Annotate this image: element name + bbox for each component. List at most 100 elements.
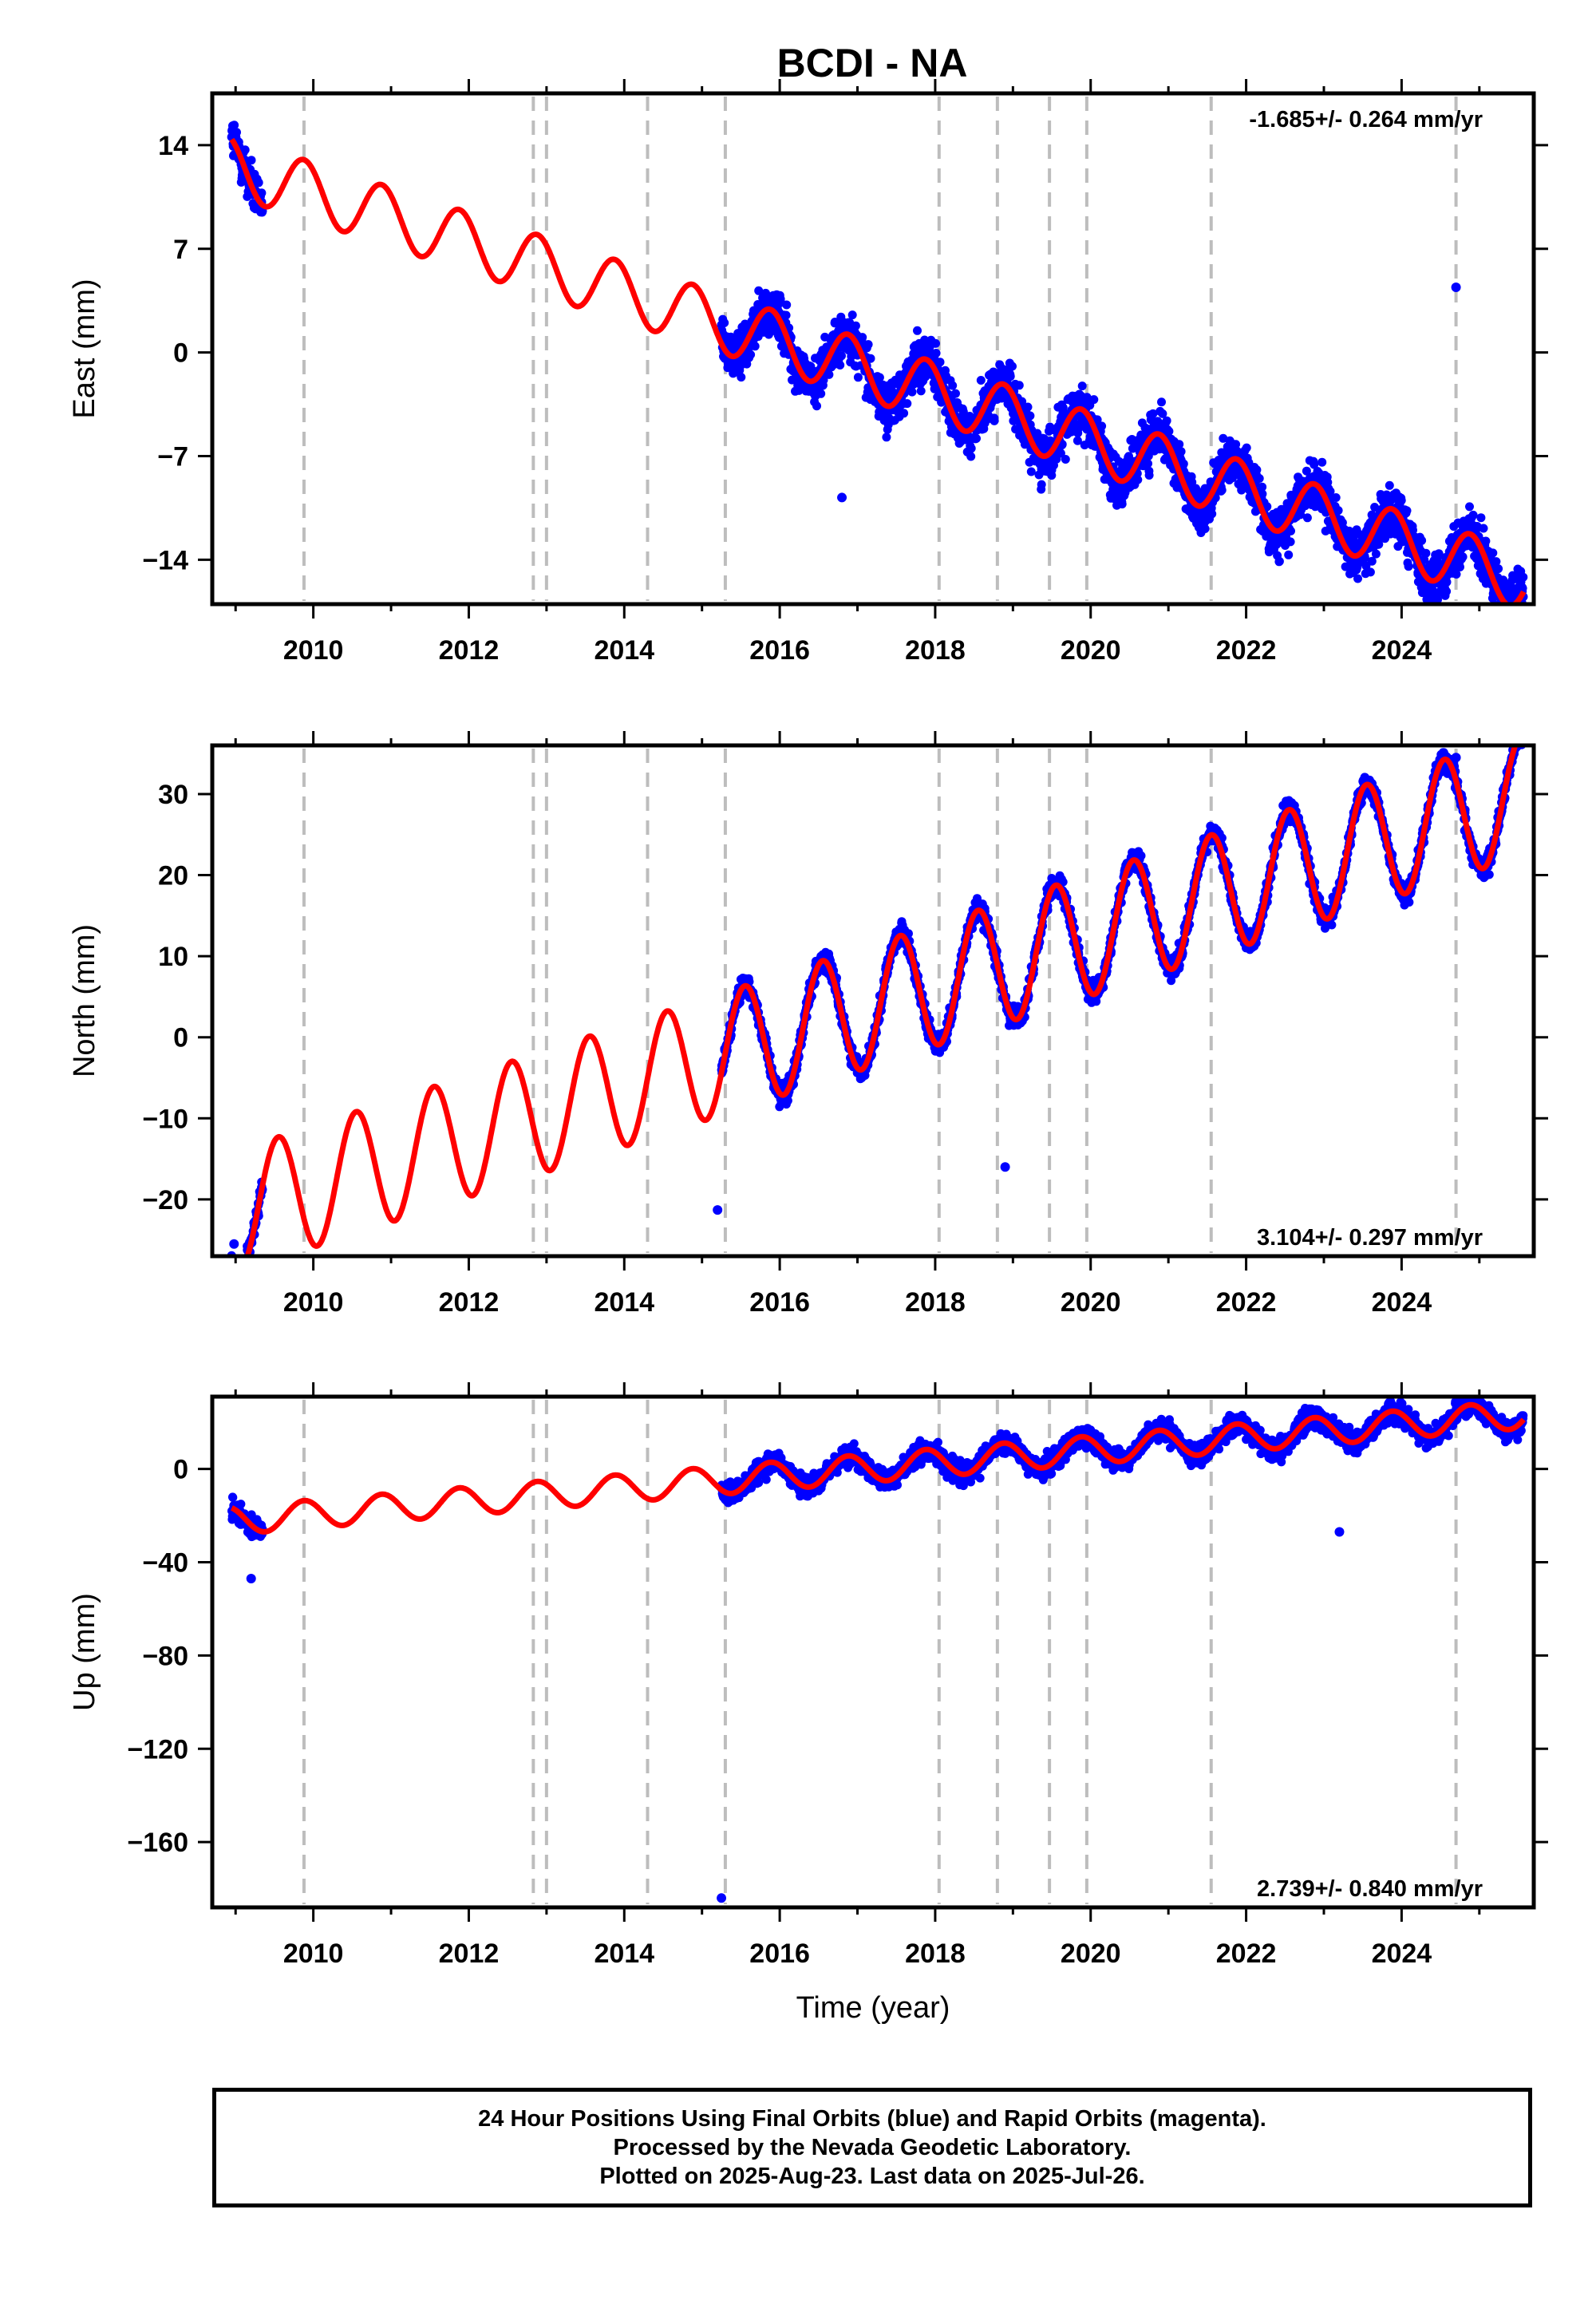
y-tick-label: −14 [142,545,188,575]
data-point [726,332,736,342]
data-point [239,1260,248,1269]
data-point [836,361,845,370]
data-point [1499,611,1507,619]
data-point [1014,381,1024,390]
data-point [746,350,756,359]
data-point [913,326,922,335]
outlier-point [1451,283,1461,293]
data-point [1302,466,1311,476]
data-point [1092,415,1102,425]
data-point [782,300,792,310]
data-point [1187,477,1197,487]
data-point [1097,421,1107,431]
data-point [1465,502,1474,512]
data-point [1219,433,1228,443]
data-point [1367,556,1377,566]
y-tick-label: −7 [157,441,188,472]
data-point [1144,471,1154,480]
data-point [1481,536,1491,546]
data-point [1317,457,1327,467]
data-point [241,1257,250,1266]
outlier-point [1505,581,1515,591]
data-point [239,1266,247,1275]
data-point [240,1259,249,1268]
data-point [1005,372,1015,381]
x-tick-label: 2010 [283,635,344,666]
data-point [781,310,791,320]
data-point [858,333,867,342]
data-point [1179,459,1188,468]
data-point [1519,572,1528,582]
data-point [816,389,826,398]
data-point [1507,613,1516,622]
data-point [824,370,834,379]
data-point [1385,480,1394,490]
data-point [1008,362,1017,371]
data-point [1124,452,1133,461]
data-point [882,433,891,442]
x-tick-label: 2020 [1061,635,1121,666]
data-point [1502,626,1511,634]
data-point [1371,549,1381,559]
data-point [866,354,875,363]
data-point [1158,409,1167,418]
data-point [1025,411,1035,421]
data-point [1408,525,1417,535]
data-point [228,1267,237,1275]
data-point [935,358,945,367]
data-point [976,376,986,385]
data-point [231,1267,239,1276]
data-point [1037,480,1046,489]
data-point [1442,587,1452,596]
data-point [1417,536,1427,545]
data-point [750,342,760,351]
data-point [972,433,981,443]
data-point [232,1267,241,1276]
data-point [1258,482,1267,492]
data-point [1286,526,1295,536]
data-point [1133,475,1143,484]
data-point [235,1276,244,1285]
data-points-east [227,121,1528,634]
data-point [903,399,912,409]
data-point [231,1265,239,1274]
data-point [230,1259,239,1268]
data-point [1262,502,1272,512]
data-point [1162,416,1171,425]
data-point [231,1265,240,1274]
data-point [257,188,267,198]
data-point [1402,506,1412,516]
x-tick-label: 2012 [439,635,500,666]
data-point [1516,615,1525,624]
data-point [1365,567,1375,577]
data-point [812,401,821,411]
data-point [1023,402,1033,412]
data-point [235,1260,244,1269]
data-point [1242,443,1251,453]
data-point [234,1265,243,1274]
data-point [1217,485,1227,495]
data-point [966,452,976,461]
model-fit-line [229,137,1527,604]
data-point [230,1259,239,1267]
data-point [951,389,960,398]
y-tick-label: 0 [173,338,188,369]
data-point [243,1259,252,1268]
data-point [1353,574,1362,583]
data-point [232,128,241,137]
data-point [1258,489,1267,499]
data-point [1509,615,1518,624]
y-tick-label: 14 [158,131,188,161]
data-point [237,1265,246,1274]
data-point [916,386,926,396]
data-point [1073,436,1082,445]
data-point [1026,467,1036,476]
data-point [239,1266,247,1275]
data-point [1452,570,1461,579]
data-point [238,1266,247,1275]
data-point [1511,610,1520,619]
data-point [1321,526,1330,536]
data-point [1157,397,1166,407]
data-point [232,1266,241,1275]
data-point [931,338,940,348]
